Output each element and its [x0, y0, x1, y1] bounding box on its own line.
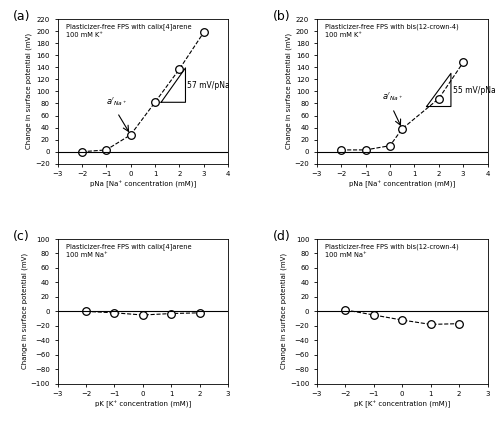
Text: Plasticizer-free FPS with calix[4]arene
100 mM Na⁺: Plasticizer-free FPS with calix[4]arene …	[66, 243, 192, 258]
Text: 55 mV/pNa: 55 mV/pNa	[452, 86, 496, 95]
Text: (c): (c)	[13, 230, 30, 243]
Text: Plasticizer-free FPS with calix[4]arene
100 mM K⁺: Plasticizer-free FPS with calix[4]arene …	[66, 23, 192, 38]
Text: 57 mV/pNa: 57 mV/pNa	[187, 81, 230, 90]
Text: (b): (b)	[272, 11, 290, 23]
X-axis label: pNa [Na⁺ concentration (mM)]: pNa [Na⁺ concentration (mM)]	[349, 180, 456, 188]
X-axis label: pK [K⁺ concentration (mM)]: pK [K⁺ concentration (mM)]	[354, 400, 450, 407]
Text: (d): (d)	[272, 230, 290, 243]
Text: Plasticizer-free FPS with bis(12-crown-4)
100 mM K⁺: Plasticizer-free FPS with bis(12-crown-4…	[326, 23, 459, 38]
Text: Plasticizer-free FPS with bis(12-crown-4)
100 mM Na⁺: Plasticizer-free FPS with bis(12-crown-4…	[326, 243, 459, 258]
Y-axis label: Change in surface potential (mV): Change in surface potential (mV)	[26, 33, 32, 150]
Text: $a'_{Na^+}$: $a'_{Na^+}$	[382, 91, 403, 103]
Y-axis label: Change in surface potential (mV): Change in surface potential (mV)	[280, 253, 287, 369]
Text: (a): (a)	[13, 11, 30, 23]
X-axis label: pNa [Na⁺ concentration (mM)]: pNa [Na⁺ concentration (mM)]	[90, 180, 196, 188]
Y-axis label: Change in surface potential (mV): Change in surface potential (mV)	[21, 253, 28, 369]
Y-axis label: Change in surface potential (mV): Change in surface potential (mV)	[285, 33, 292, 150]
Text: $a'_{Na^+}$: $a'_{Na^+}$	[106, 95, 128, 108]
X-axis label: pK [K⁺ concentration (mM)]: pK [K⁺ concentration (mM)]	[94, 400, 191, 407]
